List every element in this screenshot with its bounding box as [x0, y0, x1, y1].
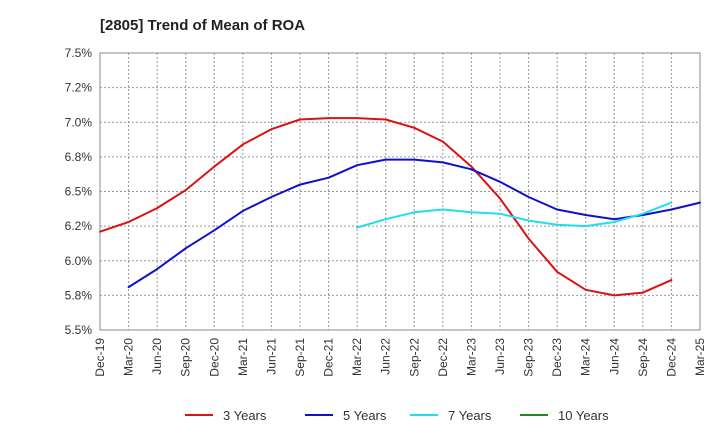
x-tick-label: Dec-22 [436, 338, 450, 377]
x-tick-label: Dec-20 [207, 338, 221, 377]
chart-title: [2805] Trend of Mean of ROA [100, 17, 305, 34]
x-tick-label: Mar-20 [122, 338, 136, 376]
x-tick-label: Jun-21 [264, 338, 278, 375]
legend-label: 3 Years [223, 408, 267, 423]
y-tick-label: 5.5% [65, 323, 93, 337]
x-tick-label: Dec-21 [322, 338, 336, 377]
legend-label: 5 Years [343, 408, 387, 423]
legend-label: 7 Years [448, 408, 492, 423]
x-tick-label: Sep-24 [636, 338, 650, 377]
series-lines [99, 117, 701, 297]
x-tick-label: Mar-22 [350, 338, 364, 376]
x-tick-label: Mar-21 [236, 338, 250, 376]
x-tick-label: Jun-24 [607, 338, 621, 375]
x-tick-label: Jun-22 [379, 338, 393, 375]
x-tick-label: Jun-23 [493, 338, 507, 375]
grid-lines [99, 52, 701, 331]
series-line-7-years [356, 201, 673, 229]
y-tick-label: 6.0% [65, 254, 93, 268]
x-tick-label: Dec-19 [93, 338, 107, 377]
series-line-5-years [127, 158, 701, 289]
y-tick-label: 6.8% [65, 150, 93, 164]
x-tick-label: Dec-24 [664, 338, 678, 377]
x-tick-label: Mar-24 [579, 338, 593, 376]
x-tick-label: Sep-23 [522, 338, 536, 377]
x-tick-label: Sep-20 [179, 338, 193, 377]
x-tick-label: Mar-23 [464, 338, 478, 376]
y-tick-label: 6.2% [65, 219, 93, 233]
legend-label: 10 Years [558, 408, 609, 423]
x-tick-label: Mar-25 [693, 338, 707, 376]
y-tick-label: 5.8% [65, 288, 93, 302]
y-tick-label: 7.2% [65, 81, 93, 95]
x-axis: Dec-19 Mar-20 Jun-20 Sep-20 Dec-20 Mar-21 Jun-… [93, 338, 707, 377]
y-tick-label: 6.5% [65, 185, 93, 199]
y-axis: 7.5% 7.2% 7.0% 6.8% 6.5% 6.2% 6.0% 5.8% 5.5% [65, 46, 93, 337]
legend: 3 Years 5 Years 7 Years 10 Years [185, 408, 609, 423]
plot-area [99, 52, 701, 331]
x-tick-label: Jun-20 [150, 338, 164, 375]
series-line-3-years [99, 117, 673, 297]
y-tick-label: 7.0% [65, 115, 93, 129]
x-tick-label: Sep-21 [293, 338, 307, 377]
x-tick-label: Sep-22 [407, 338, 421, 377]
x-tick-label: Dec-23 [550, 338, 564, 377]
y-tick-label: 7.5% [65, 46, 93, 60]
